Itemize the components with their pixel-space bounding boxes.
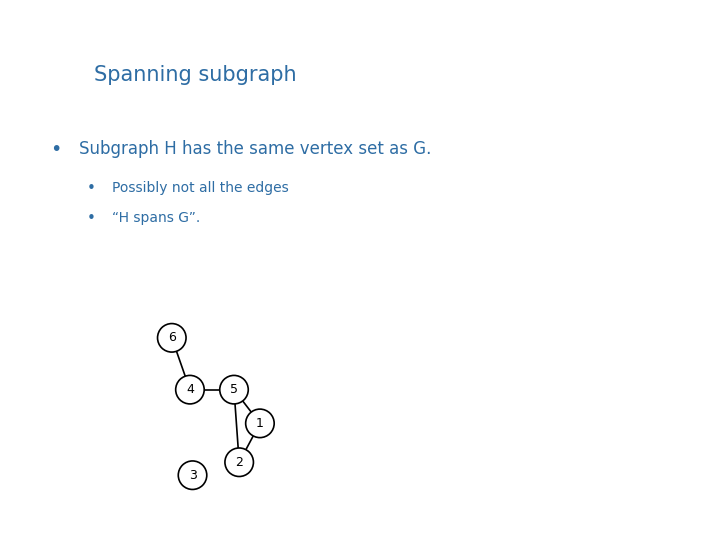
Circle shape — [158, 323, 186, 352]
Circle shape — [176, 375, 204, 404]
Circle shape — [225, 448, 253, 476]
Text: “H spans G”.: “H spans G”. — [112, 211, 200, 225]
Text: 6: 6 — [168, 332, 176, 345]
Text: 5: 5 — [230, 383, 238, 396]
Text: •: • — [86, 211, 95, 226]
Text: Spanning subgraph: Spanning subgraph — [94, 65, 296, 85]
Text: •: • — [86, 181, 95, 196]
Circle shape — [220, 375, 248, 404]
Text: 2: 2 — [235, 456, 243, 469]
Circle shape — [179, 461, 207, 489]
Text: Subgraph H has the same vertex set as G.: Subgraph H has the same vertex set as G. — [79, 140, 431, 158]
Circle shape — [246, 409, 274, 437]
Text: •: • — [50, 140, 62, 159]
Text: 3: 3 — [189, 469, 197, 482]
Text: 1: 1 — [256, 417, 264, 430]
Text: 4: 4 — [186, 383, 194, 396]
Text: Possibly not all the edges: Possibly not all the edges — [112, 181, 288, 195]
